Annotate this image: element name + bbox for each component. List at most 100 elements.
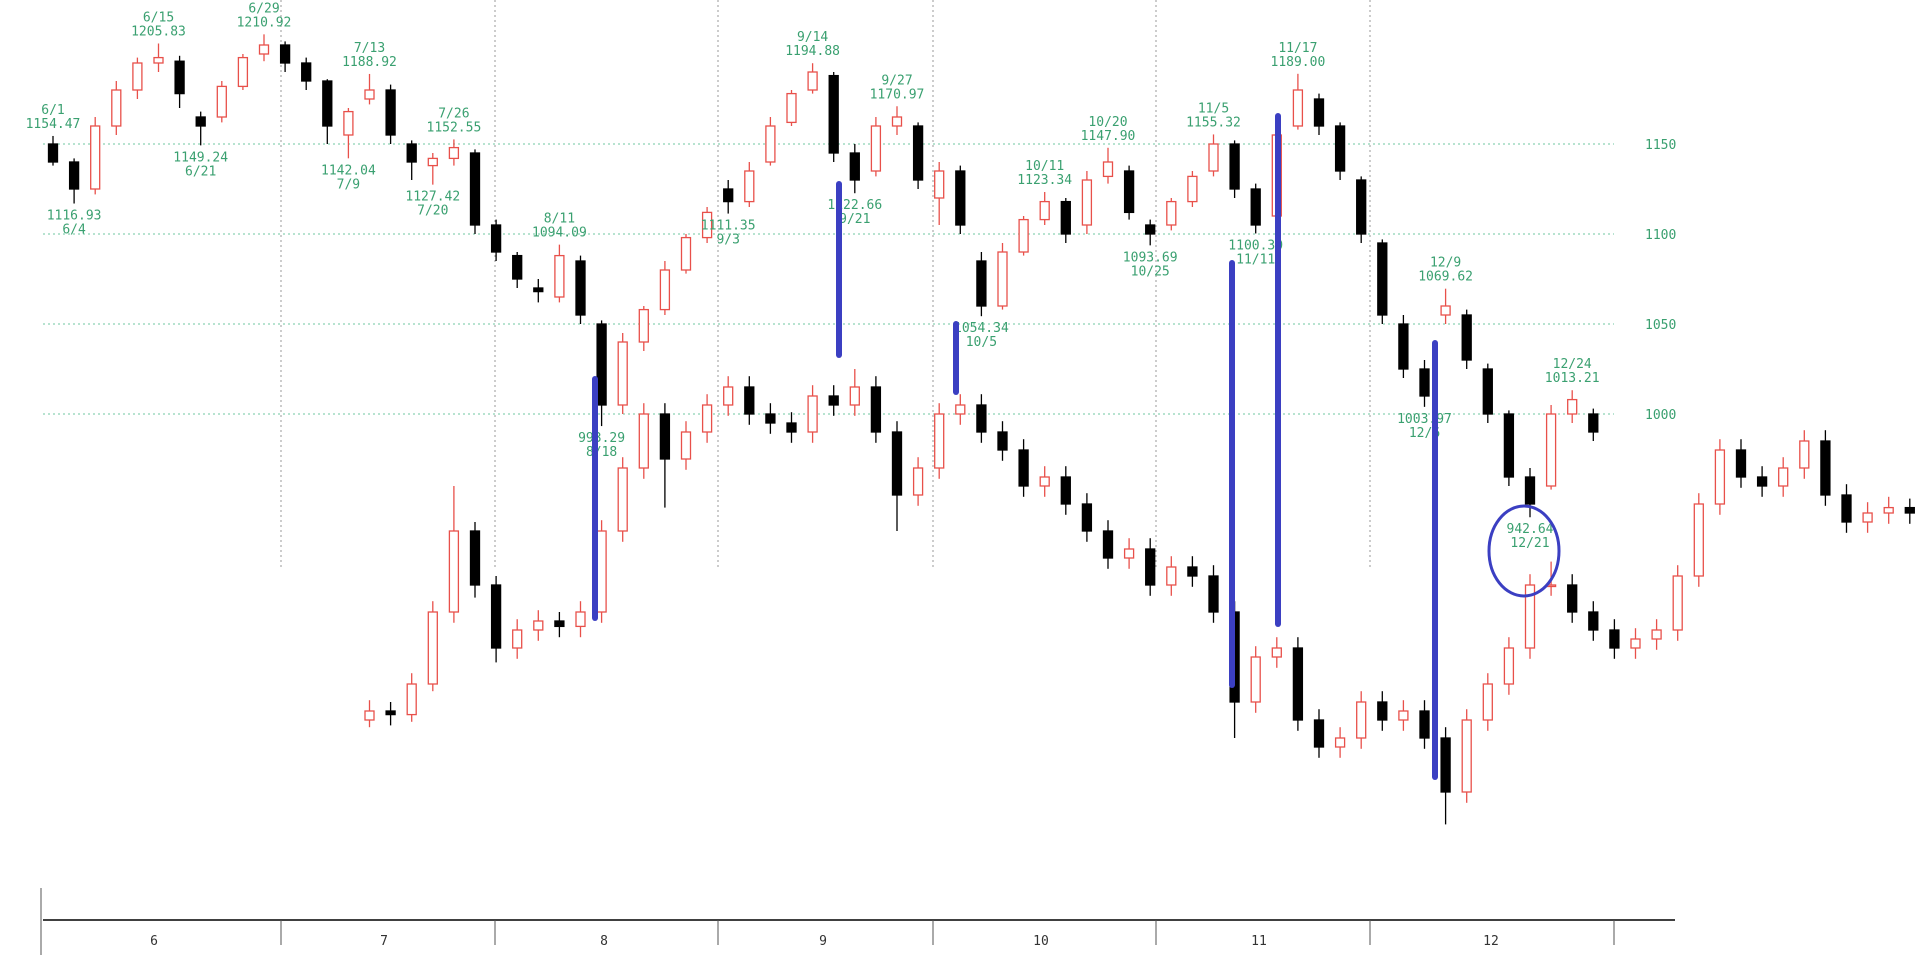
candle-body (828, 74, 839, 154)
candle-body (469, 152, 481, 226)
annotation-date: 8/18 (586, 445, 617, 460)
candle-body (1883, 506, 1894, 514)
candle-body (680, 236, 692, 271)
annotation-date: 8/11 (544, 212, 575, 227)
candle-body (364, 89, 375, 100)
candle-body (1440, 737, 1451, 793)
annotation-date: 6/1 (41, 103, 64, 118)
x-tick-label: 7 (380, 934, 388, 949)
candle-body (1102, 530, 1114, 559)
annotation-value: 1116.93 (47, 209, 102, 224)
candle-body (1524, 476, 1536, 505)
candle-body (1567, 584, 1578, 613)
candle-body (1250, 188, 1261, 226)
candle-body (744, 386, 755, 415)
x-tick-label: 12 (1483, 934, 1499, 949)
candle-body (1756, 476, 1768, 487)
annotation-date: 6/15 (143, 11, 174, 26)
candle-body (1334, 737, 1346, 748)
candle-body (512, 629, 523, 649)
candle-body (195, 116, 206, 127)
candle-body (1229, 143, 1240, 190)
candle-body (997, 431, 1008, 451)
annotation-value: 993.29 (578, 431, 625, 446)
candle-body (1102, 161, 1114, 178)
candle-body (680, 431, 692, 460)
candle-body (976, 404, 987, 433)
candle-body (385, 89, 396, 136)
candle-body (1187, 175, 1198, 203)
candle-body (912, 125, 924, 181)
annotation-date: 9/27 (881, 73, 912, 88)
candle-body (1482, 683, 1493, 721)
candle-body (1778, 467, 1789, 487)
candle-body (258, 44, 270, 55)
candle-body (786, 92, 797, 124)
annotation-date: 9/14 (797, 30, 828, 45)
candle-body (807, 395, 818, 433)
x-tick-label: 6 (150, 934, 158, 949)
candle-body (47, 143, 59, 163)
candle-body (955, 170, 966, 226)
candle-body (427, 611, 438, 685)
candle-body (1588, 413, 1599, 433)
candle-body (807, 71, 818, 91)
candle-body (554, 254, 565, 298)
candle-body (1292, 647, 1304, 721)
candle-body (1440, 305, 1451, 316)
candle-body (575, 611, 586, 628)
candle-body (68, 161, 80, 190)
candle-body (870, 125, 882, 172)
annotation-date: 10/5 (966, 335, 997, 350)
annotation-date: 7/9 (337, 177, 360, 192)
annotation-date: 10/11 (1025, 159, 1064, 174)
annotation-value: 1189.00 (1271, 55, 1326, 70)
candle-body (1567, 398, 1578, 415)
candle-body (1060, 200, 1071, 235)
candle-body (1419, 368, 1430, 397)
candle-body (955, 404, 966, 415)
annotation-date: 12/21 (1510, 536, 1549, 551)
candle-body (1693, 503, 1704, 577)
annotation-date: 11/11 (1236, 252, 1275, 267)
candle-body (1841, 494, 1852, 523)
y-tick-label: 1000 (1645, 408, 1676, 423)
candle-body (1145, 548, 1156, 586)
candle-body (659, 269, 671, 311)
annotation-date: 12/24 (1553, 357, 1592, 372)
candle-body (1356, 701, 1367, 739)
candle-body (617, 341, 628, 406)
candle-body (596, 323, 607, 406)
candle-body (934, 170, 945, 199)
candle-body (870, 386, 882, 433)
annotation-value: 1111.35 (701, 219, 756, 234)
annotation-date: 11/17 (1278, 41, 1317, 56)
annotation-date: 7/13 (354, 41, 385, 56)
candle-body (322, 80, 333, 127)
candle-body (554, 620, 565, 628)
annotation-value: 1147.90 (1081, 129, 1136, 144)
candle-body (596, 530, 607, 613)
candle-body (1208, 143, 1219, 172)
candle-body (448, 146, 460, 160)
candle-body (1271, 647, 1282, 658)
candle-body (1292, 89, 1304, 127)
candle-body (1060, 476, 1071, 505)
candle-body (1398, 710, 1409, 721)
candle-body (1356, 179, 1367, 235)
candle-body (1039, 476, 1050, 487)
annotation-date: 7/26 (438, 106, 469, 121)
candle-body (1081, 179, 1093, 226)
annotation-date: 10/25 (1131, 264, 1170, 279)
candle-body (1250, 656, 1261, 703)
candle-body (723, 386, 734, 406)
candle-body (364, 710, 375, 721)
candle-body (237, 56, 249, 88)
annotation-value: 1210.92 (237, 15, 292, 30)
candle-body (617, 467, 628, 532)
candle-body (153, 56, 164, 64)
annotation-value: 1155.32 (1186, 115, 1241, 130)
x-tick-label: 9 (819, 934, 827, 949)
